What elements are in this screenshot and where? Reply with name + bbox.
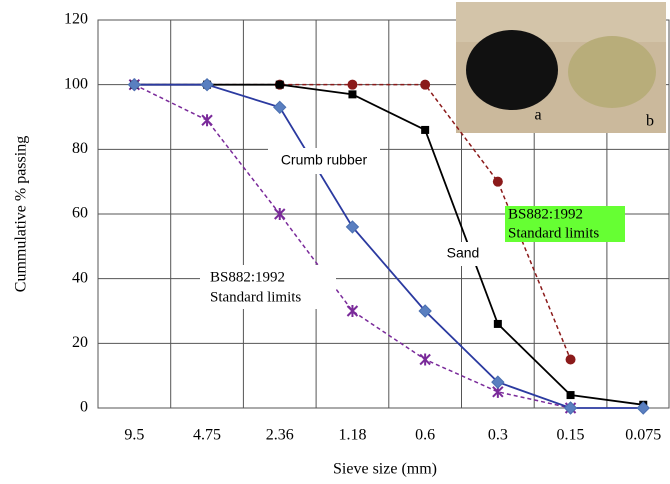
x-tick-label: 2.36	[266, 427, 294, 444]
point	[202, 114, 212, 126]
y-tick-label: 120	[64, 11, 88, 28]
point	[347, 305, 357, 317]
x-tick-label: 1.18	[338, 427, 366, 444]
point	[493, 177, 503, 187]
inset-label: b	[646, 113, 654, 130]
y-tick-label: 100	[64, 75, 88, 92]
x-tick-label: 9.5	[124, 427, 144, 444]
point	[274, 101, 286, 113]
x-tick-label: 0.15	[557, 427, 585, 444]
rubber-pile	[466, 30, 558, 110]
y-tick-label: 20	[72, 334, 88, 351]
annotation: BS882:1992	[210, 269, 285, 285]
inset-label: a	[534, 107, 541, 124]
photo-wall	[456, 2, 666, 42]
point	[420, 354, 430, 366]
y-tick-label: 40	[72, 269, 88, 286]
annotation: Crumb rubber	[281, 152, 368, 168]
y-tick-label: 60	[72, 205, 88, 222]
x-axis-title: Sieve size (mm)	[333, 461, 437, 478]
sand-pile	[568, 36, 656, 108]
annotation: Standard limits	[210, 289, 301, 305]
y-tick-label: 0	[80, 399, 88, 416]
chart: Sieve size (mm) Cummulative % passing 0 2…	[0, 0, 670, 484]
point	[276, 81, 284, 89]
series-line	[134, 85, 570, 408]
x-tick-label: 0.075	[625, 427, 661, 444]
point	[566, 355, 576, 365]
point	[420, 80, 430, 90]
point	[348, 90, 356, 98]
point	[347, 80, 357, 90]
x-tick-label: 4.75	[193, 427, 221, 444]
annotation: BS882:1992	[508, 206, 583, 222]
annotation: Standard limits	[508, 225, 599, 241]
y-axis-title: Cummulative % passing	[13, 136, 30, 292]
point	[494, 320, 502, 328]
point	[421, 126, 429, 134]
x-tick-label: 0.3	[488, 427, 508, 444]
x-tick-label: 0.6	[415, 427, 435, 444]
y-tick-label: 80	[72, 140, 88, 157]
point	[201, 79, 213, 91]
point	[567, 391, 575, 399]
annotation: Sand	[447, 245, 480, 261]
